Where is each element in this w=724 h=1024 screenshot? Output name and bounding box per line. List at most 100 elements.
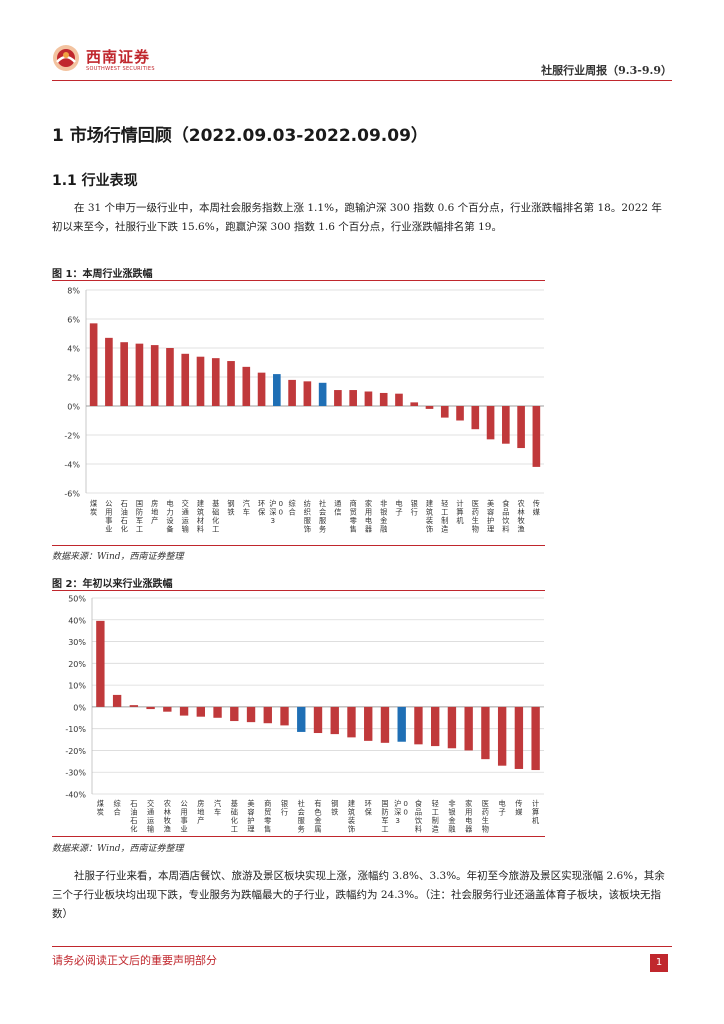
bar: [230, 706, 239, 722]
y-tick-label: -10%: [65, 725, 86, 734]
x-tick-label: 汽车: [214, 799, 221, 817]
bar: [532, 406, 541, 467]
bar: [379, 392, 388, 406]
x-tick-label: 建筑装饰: [348, 799, 355, 834]
bar: [179, 706, 189, 716]
bar: [263, 706, 272, 724]
x-tick-label: 煤炭: [90, 499, 97, 517]
y-tick-label: -4%: [64, 461, 80, 470]
y-tick-label: -20%: [65, 747, 86, 756]
x-tick-label: 传媒: [515, 799, 522, 817]
sub-industry-paragraph: 社服子行业来看，本周酒店餐饮、旅游及景区板块实现上涨，涨幅约 3.8%、3.3%…: [52, 870, 665, 920]
x-tick-label: 轻工制造: [432, 799, 439, 834]
x-tick-label: 商贸零售: [350, 499, 357, 534]
bar: [414, 706, 423, 745]
x-tick-label: 食品饮料: [502, 499, 510, 534]
figure-1-rule-bottom: [52, 545, 545, 546]
x-tick-label: 综合: [288, 499, 295, 517]
bar: [486, 406, 495, 440]
x-tick-label: 计算机: [532, 799, 540, 825]
bar: [196, 356, 205, 406]
x-tick-label: 计算机: [456, 499, 464, 525]
bar: [146, 706, 155, 710]
bar: [330, 706, 339, 735]
page-number: 1: [650, 954, 668, 972]
bar: [227, 361, 235, 406]
x-tick-label: 公用事业: [105, 499, 112, 534]
bar: [96, 620, 105, 707]
x-tick-label: 非银金融: [448, 799, 455, 834]
x-tick-label: 沪深 30 0: [394, 799, 408, 825]
subsection-title: 1.1 行业表现: [52, 173, 138, 189]
bar: [334, 390, 342, 406]
bar: [502, 406, 510, 444]
brand-name-en: SOUTHWEST SECURITIES: [86, 66, 155, 72]
y-tick-label: 2%: [67, 374, 80, 383]
bar: [456, 406, 464, 421]
report-title: 社服行业周报（9.3-9.9）: [541, 64, 672, 77]
x-tick-label: 纺织服饰: [304, 499, 311, 534]
figure-2-source: 数据来源：Wind，西南证券整理: [52, 844, 184, 854]
y-tick-label: -40%: [65, 791, 86, 800]
bar: [303, 381, 312, 406]
bar: [163, 706, 172, 712]
y-tick-label: 30%: [68, 638, 86, 647]
weekly-change-chart: 8% 6% 4% 2% 0% -2% -4% -6% 煤炭 公用事业 石油石化 国防军工 房地产 电力设备…: [64, 287, 544, 534]
figure-2-rule-top: [52, 590, 545, 591]
x-tick-label: 传媒: [533, 499, 540, 517]
y-tick-label: -30%: [65, 769, 86, 778]
bar: [349, 390, 357, 406]
y-tick-label: -6%: [64, 490, 80, 499]
bar: [242, 366, 251, 406]
bar: [211, 358, 220, 406]
bar: [397, 706, 406, 742]
x-tick-label: 家用电器: [365, 499, 372, 534]
x-tick-label: 轻工制造: [441, 499, 448, 534]
bar: [196, 706, 205, 717]
y-tick-label: 50%: [68, 595, 86, 604]
bar: [213, 706, 222, 718]
bar: [481, 706, 490, 760]
x-tick-label: 建筑材料: [197, 499, 204, 534]
x-tick-label: 商贸零售: [264, 799, 271, 834]
x-tick-label: 环保: [258, 499, 266, 517]
disclaimer-notice: 请务必阅读正文后的重要声明部分: [52, 954, 217, 967]
bar: [380, 706, 390, 743]
x-tick-label: 公用事业: [180, 799, 187, 834]
bar: [181, 353, 190, 406]
x-tick-label: 汽车: [243, 499, 250, 517]
bar: [447, 706, 457, 749]
bar: [431, 706, 440, 747]
x-tick-label: 石油石化: [130, 799, 137, 834]
bar: [471, 406, 480, 430]
x-tick-label: 社会服务: [319, 499, 326, 534]
x-tick-label: 综合: [114, 799, 121, 817]
footer-divider: [52, 946, 672, 947]
x-tick-label: 基础化工: [231, 799, 238, 834]
bar: [440, 406, 449, 418]
bar: [514, 706, 524, 769]
bar: [497, 706, 507, 766]
x-tick-label: 煤炭: [97, 799, 104, 817]
brand-logo-icon: [53, 45, 79, 71]
figure-1-rule-top: [52, 280, 545, 281]
x-tick-label: 医药生物: [472, 499, 479, 534]
y-tick-label: 6%: [67, 316, 80, 325]
bar: [246, 706, 256, 723]
bar: [288, 379, 296, 406]
x-tick-label: 医药生物: [482, 799, 489, 834]
figure-2-rule-bottom: [52, 836, 545, 837]
y-tick-label: 40%: [68, 616, 86, 625]
bar: [313, 706, 323, 734]
x-tick-label: 食品饮料: [415, 799, 423, 834]
bar: [364, 391, 373, 406]
brand-name: 西南证券: [86, 48, 151, 66]
x-tick-label: 国防军工: [381, 799, 388, 834]
bar: [135, 343, 144, 406]
x-tick-label: 沪深 30 0: [269, 499, 283, 525]
bar: [425, 406, 434, 409]
x-tick-label: 环保: [365, 799, 373, 817]
x-tick-label: 电子: [395, 499, 402, 517]
bar: [297, 706, 306, 732]
